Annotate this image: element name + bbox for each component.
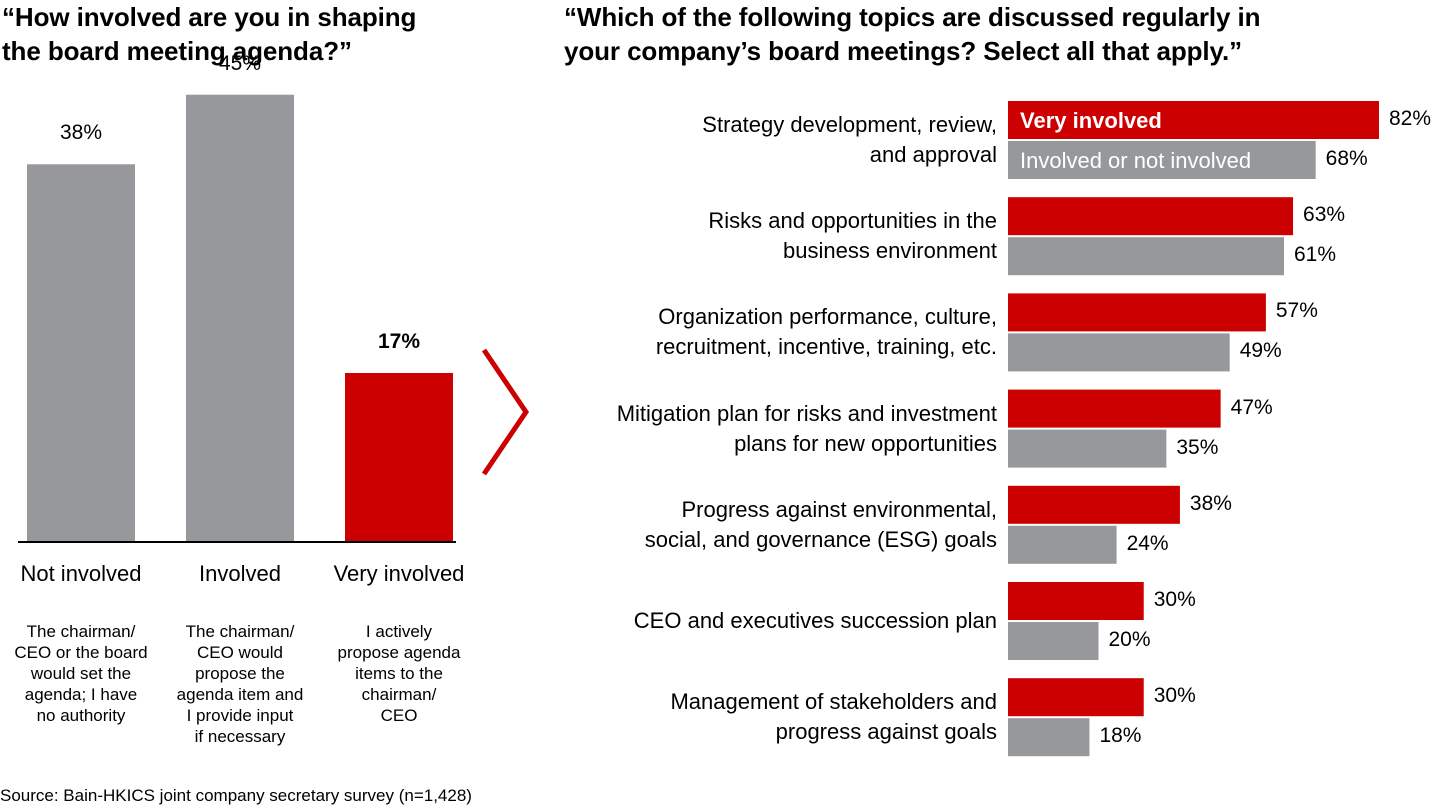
topic-label-line: Progress against environmental, (681, 496, 998, 522)
topic-value-label-2-1: 63% (1303, 203, 1346, 227)
topic-value-label-6-1: 30% (1153, 588, 1196, 611)
source-note: Source: Bain-HKICS joint company secreta… (0, 786, 472, 805)
involvement-description-line: CEO or the board (14, 643, 148, 662)
involvement-bar-1 (27, 164, 135, 542)
involvement-bar-3 (345, 373, 453, 542)
topic-value-label-5-1: 38% (1189, 491, 1232, 515)
topic-bar-2-very-involved (1008, 197, 1294, 236)
involvement-description-line: if necessary (194, 727, 286, 746)
topic-label-4: Mitigation plan for risks and investment… (617, 399, 997, 459)
involvement-value-label-2: 45% (218, 51, 262, 75)
topic-label-2: Risks and opportunities in the business e… (708, 206, 997, 266)
topic-bar-6-very-involved (1008, 582, 1144, 620)
right-title-line-1: “Which of the following topics are discu… (564, 2, 1261, 32)
left-chart-title: “How involved are you in shaping the boa… (2, 0, 416, 68)
topic-label-line: recruitment, incentive, training, etc. (655, 334, 997, 360)
topic-bar-5-involved-or-not (1008, 525, 1117, 564)
topic-value-label-1-1: 82% (1389, 107, 1432, 130)
involvement-category-label-2: Involved (199, 561, 281, 586)
topic-label-line: progress against goals (775, 719, 997, 745)
involvement-description-line: CEO would (197, 643, 283, 662)
topic-value-label-5-2: 24% (1126, 531, 1169, 555)
topic-bar-3-involved-or-not (1008, 333, 1230, 372)
legend-label-very-involved: Very involved (1020, 108, 1162, 133)
topic-bar-3-very-involved (1008, 293, 1266, 332)
topic-bar-1-involved-or-not (1008, 141, 1316, 179)
involvement-description-line: CEO (380, 706, 418, 725)
involvement-description-line: no authority (36, 706, 126, 725)
topic-bar-7-involved-or-not (1008, 718, 1090, 757)
topic-label-line: CEO and executives succession plan (633, 608, 997, 633)
involvement-description-line: would set the (30, 664, 132, 683)
topic-value-label-2-2: 61% (1293, 243, 1337, 267)
topic-bar-5-very-involved (1008, 485, 1180, 524)
left-title-line-2: the board meeting agenda?” (2, 36, 352, 66)
involvement-description-line: The chairman/ (185, 622, 295, 641)
topic-bar-7-very-involved (1008, 678, 1144, 717)
involvement-description-line: propose agenda (337, 643, 461, 662)
involvement-description-1: The chairman/CEO or the board would set t… (1, 621, 161, 726)
right-title-line-2: your company’s board meetings? Select al… (564, 36, 1242, 66)
involvement-description-line: agenda item and (176, 685, 304, 704)
topic-label-line: and approval (869, 142, 997, 167)
topic-label-1: Strategy development, review, and approva… (702, 110, 997, 170)
involvement-description-line: I provide input (186, 706, 294, 725)
topic-label-7: Management of stakeholders and progress a… (670, 687, 997, 747)
involvement-value-label-1: 38% (59, 121, 103, 145)
topic-bar-4-very-involved (1008, 389, 1221, 428)
topic-value-label-7-1: 30% (1153, 684, 1196, 708)
topic-label-line: business environment (782, 238, 997, 264)
topic-bar-4-involved-or-not (1008, 429, 1167, 468)
involvement-description-3: I actively propose agenda items to the chai… (319, 621, 479, 726)
topic-value-label-7-2: 18% (1099, 724, 1142, 748)
topic-value-label-1-2: 68% (1325, 147, 1368, 170)
topic-value-label-4-2: 35% (1176, 435, 1219, 459)
involvement-description-line: agenda; I have (24, 685, 138, 704)
topic-value-label-3-1: 57% (1275, 299, 1318, 323)
topic-label-line: Mitigation plan for risks and investment (616, 400, 997, 426)
topic-bar-6-involved-or-not (1008, 622, 1099, 660)
topic-label-line: Organization performance, culture, (658, 304, 997, 330)
topic-label-5: Progress against environmental, social, a… (645, 495, 997, 555)
involvement-description-line: chairman/ (361, 685, 437, 704)
involvement-description-line: The chairman/ (26, 622, 136, 641)
topic-label-3: Organization performance, culture, recrui… (656, 302, 997, 362)
topic-label-line: plans for new opportunities (734, 430, 997, 456)
topic-label-line: Risks and opportunities in the (708, 208, 997, 234)
involvement-bar-2 (186, 94, 294, 542)
topic-label-6: CEO and executives succession plan (634, 606, 997, 636)
topic-value-label-6-2: 20% (1108, 628, 1151, 651)
involvement-description-line: propose the (195, 664, 285, 683)
topic-bar-2-involved-or-not (1008, 237, 1284, 276)
topic-value-label-4-1: 47% (1230, 395, 1273, 419)
topic-label-line: Strategy development, review, (702, 112, 997, 137)
topic-label-line: social, and governance (ESG) goals (644, 526, 997, 552)
involvement-value-label-3: 17% (377, 330, 421, 354)
topic-bar-1-very-involved (1008, 101, 1379, 139)
left-title-line-1: “How involved are you in shaping (2, 2, 417, 32)
involvement-category-label-1: Not involved (20, 561, 142, 586)
topic-label-line: Management of stakeholders and (670, 689, 997, 715)
topic-value-label-3-2: 49% (1239, 339, 1282, 363)
involvement-description-2: The chairman/CEO would propose the agenda … (160, 621, 320, 747)
involvement-description-line: I actively (365, 622, 433, 641)
chevron-arrow-icon (481, 348, 530, 476)
involvement-category-label-3: Very involved (333, 561, 465, 586)
legend-label-involved-or-not: Involved or not involved (1020, 148, 1252, 173)
involvement-description-line: items to the (355, 664, 443, 683)
right-chart-title: “Which of the following topics are discu… (564, 0, 1261, 68)
